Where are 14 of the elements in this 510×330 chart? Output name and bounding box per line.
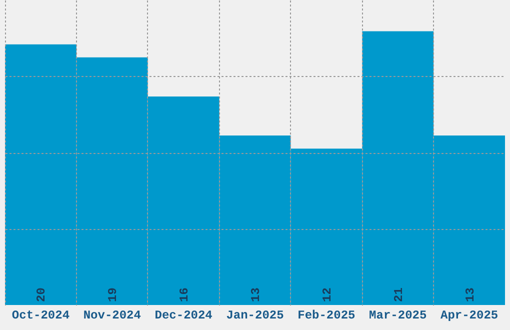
x-tick-label: Feb-2025 [298, 308, 356, 322]
data-label: 20 [34, 288, 49, 302]
x-tick-label: Mar-2025 [369, 308, 427, 322]
x-tick-label: Dec-2024 [154, 308, 212, 322]
data-label: 19 [106, 288, 120, 302]
data-label: 16 [178, 288, 192, 302]
data-label: 21 [392, 288, 406, 302]
data-label: 13 [249, 288, 263, 302]
x-tick-label: Nov-2024 [83, 308, 141, 322]
x-tick-label: Oct-2024 [12, 308, 70, 322]
data-label: 13 [463, 288, 478, 302]
x-tick-label: Jan-2025 [226, 308, 284, 322]
x-tick-label: Apr-2025 [440, 308, 498, 322]
data-label: 12 [320, 288, 334, 302]
